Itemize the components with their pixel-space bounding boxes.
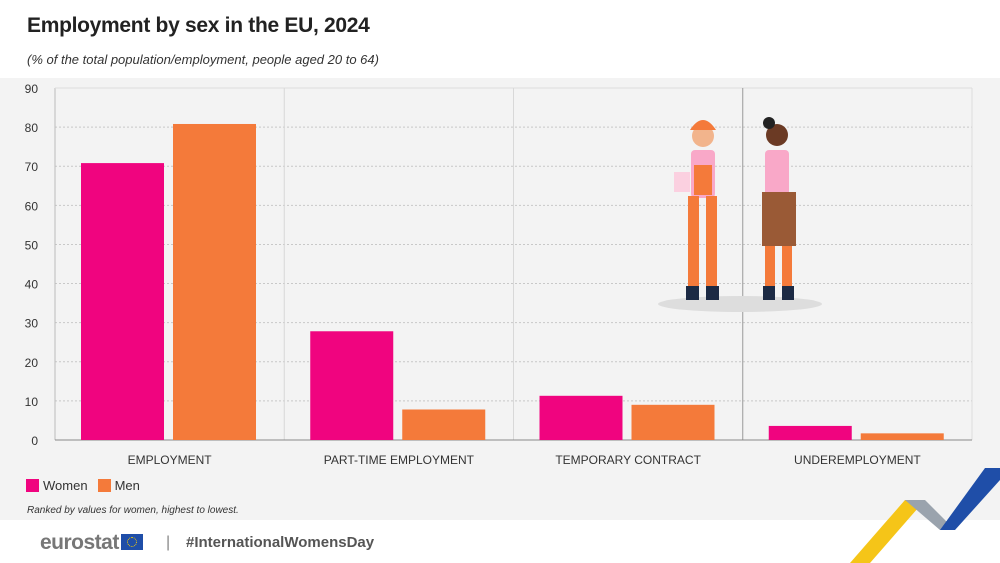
bar-men [860,433,944,440]
y-tick-label: 20 [25,356,39,370]
bar-women [310,331,394,440]
bar-men [402,409,486,440]
y-tick-label: 80 [25,121,39,135]
y-tick-label: 10 [25,395,39,409]
legend-men: Men [97,478,140,493]
x-tick-label: UNDEREMPLOYMENT [794,453,921,467]
legend: Women Men [26,478,140,493]
y-tick-label: 90 [25,82,39,96]
footer-separator: | [166,534,171,551]
chart-title: Employment by sex in the EU, 2024 [27,14,370,37]
eurostat-logo-text: eurostat [40,531,119,554]
legend-swatch-women [26,479,39,492]
y-tick-label: 50 [25,238,39,252]
eurostat-logo: eurostat [40,531,143,555]
y-tick-label: 60 [25,199,39,213]
hashtag: #InternationalWomensDay [186,534,375,551]
legend-label-men: Men [114,478,140,493]
bar-men [173,123,256,440]
chart-subtitle: (% of the total population/employment, p… [27,52,379,67]
legend-women: Women [26,478,88,493]
legend-swatch-men [97,479,111,492]
x-tick-label: EMPLOYMENT [128,453,213,467]
bar-women [81,163,164,441]
legend-label-women: Women [43,478,88,493]
bar-women [539,395,623,440]
y-tick-label: 70 [25,160,39,174]
ranking-note: Ranked by values for women, highest to l… [27,505,239,516]
illustration-workers [658,117,822,312]
y-tick-label: 40 [25,278,39,292]
footer-swoosh-graphic [850,468,1000,563]
x-tick-label: PART-TIME EMPLOYMENT [324,453,475,467]
eu-flag-icon [120,534,143,550]
bar-women [768,425,852,440]
chart-panel [0,78,1000,520]
y-tick-label: 0 [31,434,38,448]
x-tick-label: TEMPORARY CONTRACT [555,453,701,467]
bar-men [631,404,715,440]
y-tick-label: 30 [25,317,39,331]
